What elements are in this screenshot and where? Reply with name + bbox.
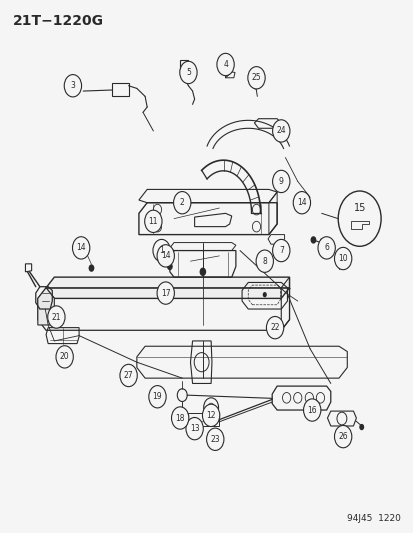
Circle shape	[252, 82, 258, 90]
Circle shape	[272, 239, 289, 262]
Circle shape	[152, 239, 170, 262]
Circle shape	[56, 346, 73, 368]
Circle shape	[266, 317, 283, 339]
Circle shape	[157, 282, 174, 304]
Text: 27: 27	[123, 371, 133, 380]
Circle shape	[334, 247, 351, 270]
Circle shape	[216, 53, 234, 76]
Circle shape	[47, 306, 65, 328]
Circle shape	[173, 191, 190, 214]
Text: 15: 15	[353, 203, 365, 213]
Text: 3: 3	[70, 81, 75, 90]
Text: 20: 20	[60, 352, 69, 361]
Text: 2: 2	[179, 198, 184, 207]
Text: 18: 18	[175, 414, 185, 423]
Circle shape	[145, 210, 161, 232]
Circle shape	[185, 417, 203, 440]
Circle shape	[120, 365, 137, 386]
Text: 21: 21	[52, 312, 61, 321]
Text: 25: 25	[251, 73, 261, 82]
Circle shape	[337, 191, 380, 246]
Text: 21T−1220G: 21T−1220G	[13, 14, 104, 28]
Text: 94J45  1220: 94J45 1220	[346, 514, 400, 523]
Circle shape	[72, 237, 90, 259]
Circle shape	[272, 170, 289, 192]
Circle shape	[166, 263, 172, 270]
Circle shape	[292, 191, 310, 214]
Circle shape	[179, 61, 197, 84]
Text: 14: 14	[161, 252, 170, 260]
Text: 4: 4	[223, 60, 228, 69]
Text: 11: 11	[148, 217, 158, 226]
Circle shape	[171, 407, 188, 429]
Text: 19: 19	[152, 392, 162, 401]
Circle shape	[64, 75, 81, 97]
Circle shape	[154, 219, 160, 227]
Circle shape	[88, 264, 94, 272]
Circle shape	[310, 236, 316, 244]
Circle shape	[199, 268, 206, 276]
Text: 13: 13	[189, 424, 199, 433]
Circle shape	[206, 428, 223, 450]
Text: 7: 7	[278, 246, 283, 255]
Circle shape	[262, 292, 266, 297]
Text: 22: 22	[270, 323, 279, 332]
Polygon shape	[38, 288, 54, 325]
Circle shape	[335, 255, 341, 262]
Circle shape	[358, 424, 363, 430]
Circle shape	[272, 120, 289, 142]
Text: 14: 14	[76, 244, 86, 253]
Text: 24: 24	[276, 126, 285, 135]
Text: 6: 6	[323, 244, 328, 253]
Circle shape	[256, 250, 273, 272]
Text: 16: 16	[307, 406, 316, 415]
Text: 12: 12	[206, 411, 215, 420]
Circle shape	[317, 237, 335, 259]
Text: 8: 8	[262, 257, 266, 265]
Text: 23: 23	[210, 435, 220, 444]
Circle shape	[148, 385, 166, 408]
Polygon shape	[46, 277, 289, 298]
Text: 1: 1	[159, 246, 164, 255]
Circle shape	[124, 368, 131, 377]
Text: 26: 26	[337, 432, 347, 441]
Circle shape	[296, 195, 300, 200]
Circle shape	[202, 404, 219, 426]
Circle shape	[157, 245, 174, 267]
Text: 5: 5	[185, 68, 190, 77]
Text: 17: 17	[161, 288, 170, 297]
Text: 9: 9	[278, 177, 283, 186]
Text: 14: 14	[297, 198, 306, 207]
Circle shape	[303, 399, 320, 421]
Circle shape	[247, 67, 265, 89]
Circle shape	[334, 425, 351, 448]
Text: 10: 10	[337, 254, 347, 263]
